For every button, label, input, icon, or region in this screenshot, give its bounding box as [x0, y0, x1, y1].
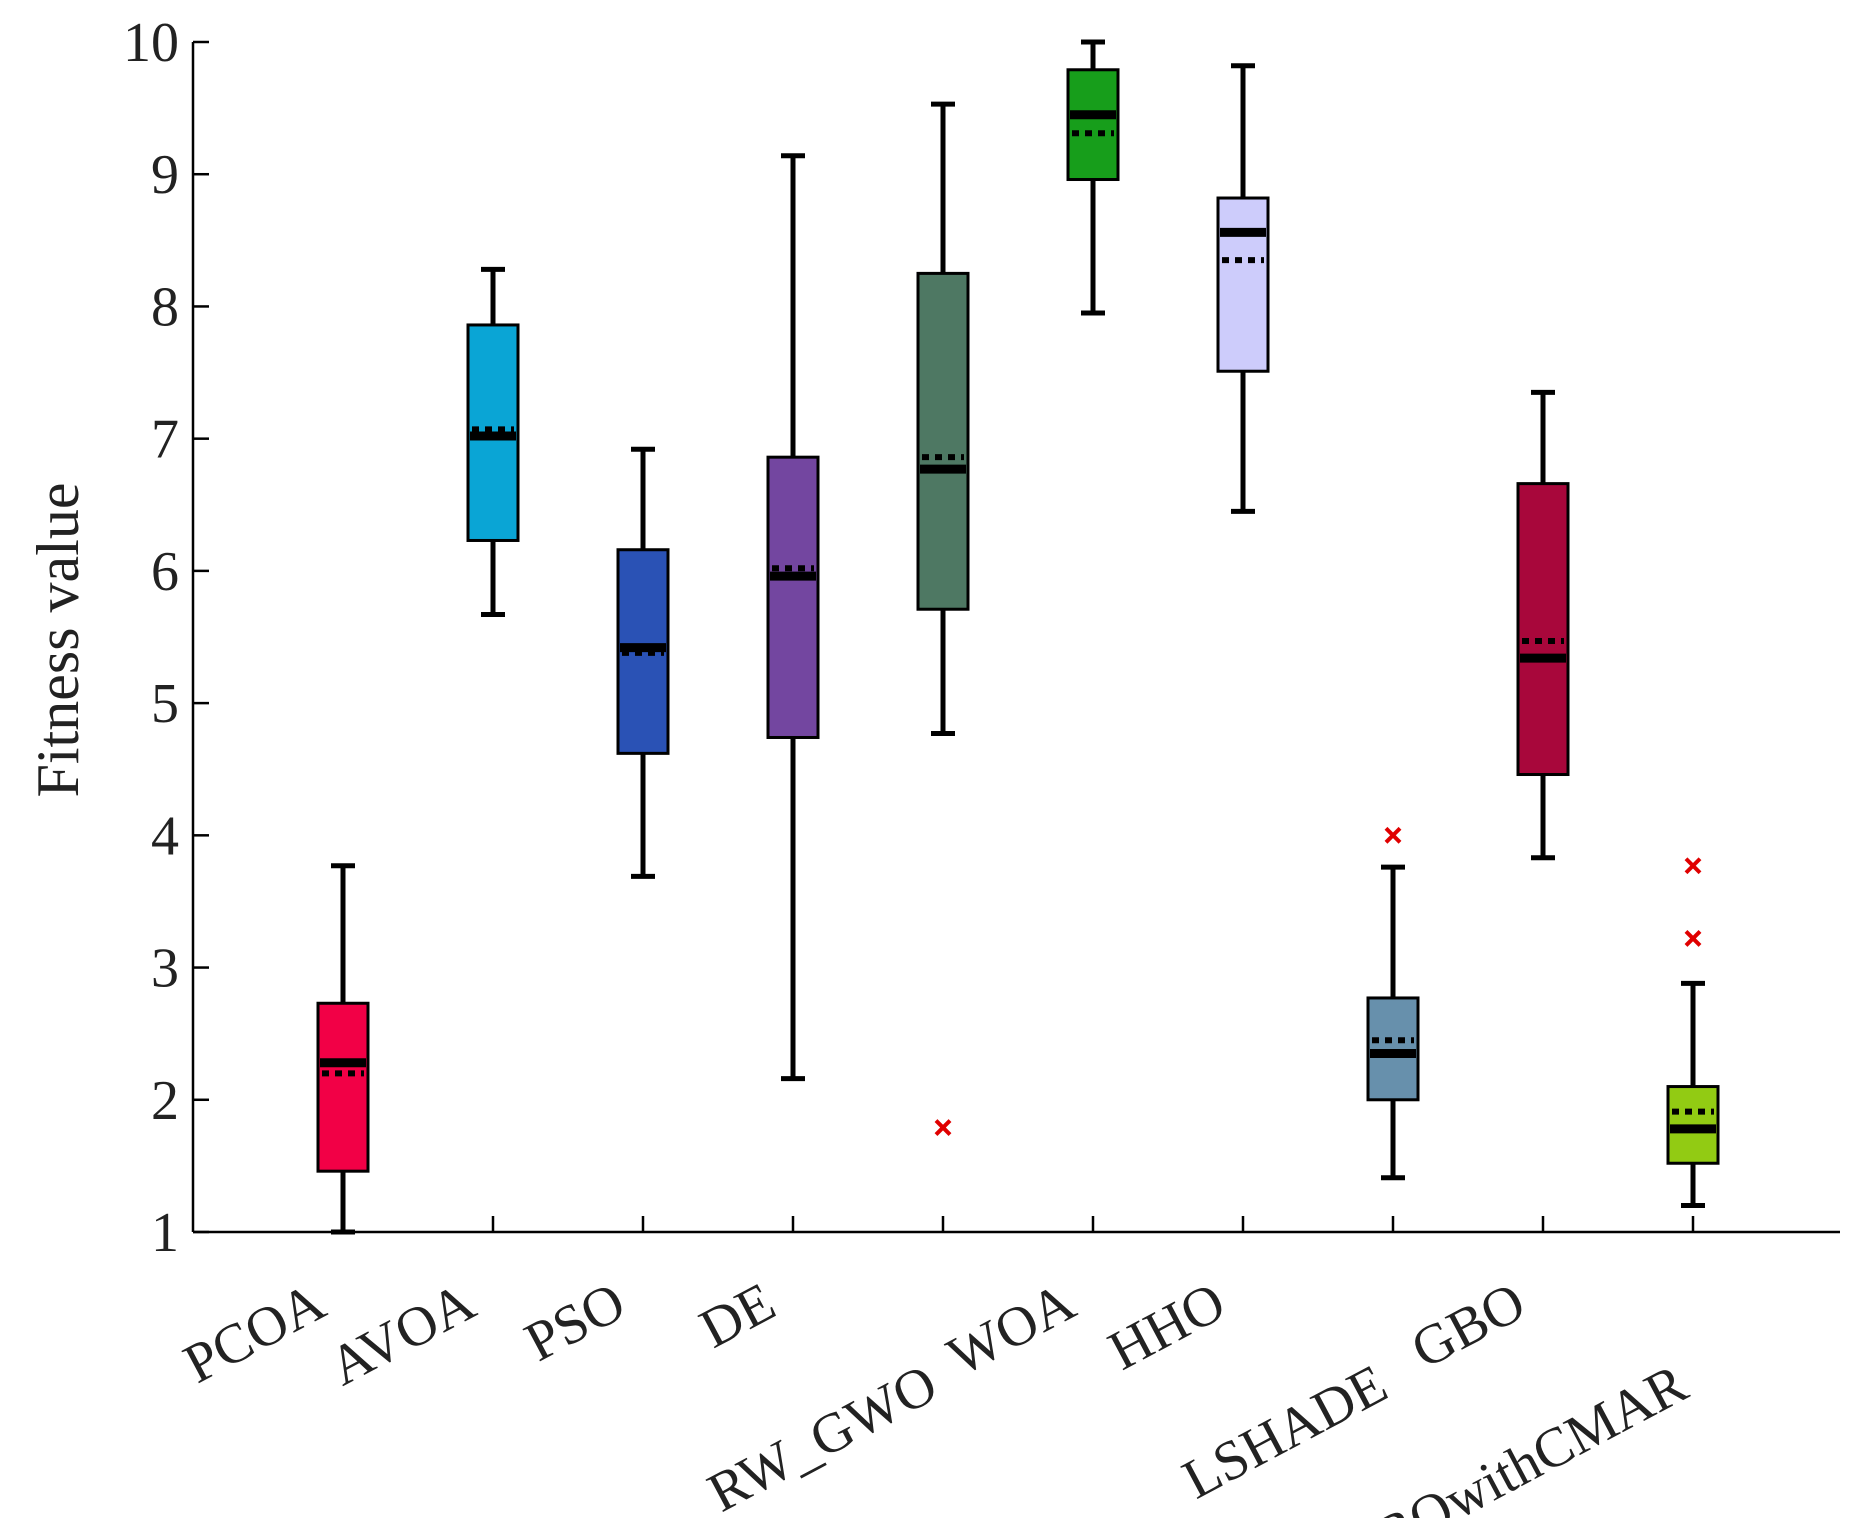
y-tick-label: 3 — [151, 938, 179, 1000]
outlier-marker — [1384, 826, 1402, 844]
y-tick-label: 9 — [151, 144, 179, 206]
iqr-box — [766, 455, 820, 739]
outlier-marker — [1684, 930, 1702, 947]
x-tick-label: GBO — [1402, 1271, 1536, 1381]
x-tick-label: AVOA — [320, 1270, 486, 1398]
plot-area — [316, 39, 1720, 1235]
box-group-pcoa — [316, 863, 370, 1235]
box-group-lshade — [1366, 826, 1420, 1181]
iqr-box — [1216, 196, 1270, 373]
y-tick-label: 7 — [151, 409, 179, 471]
x-tick-label: PSO — [515, 1271, 635, 1374]
outlier-stroke — [1684, 857, 1702, 875]
y-axis-label: Fitness value — [25, 483, 91, 798]
y-tick-label: 5 — [151, 673, 179, 735]
box-group-avoa — [466, 266, 520, 618]
outlier-stroke — [1684, 930, 1702, 947]
y-tick-label: 2 — [151, 1070, 179, 1132]
iqr-box — [316, 1001, 370, 1173]
y-tick-label: 1 — [151, 1202, 179, 1264]
iqr-box — [916, 271, 970, 611]
outlier-stroke — [934, 1119, 952, 1136]
x-tick-label: WOA — [938, 1270, 1086, 1388]
box-group-pso — [616, 446, 670, 879]
box-group-rw-gwo — [916, 101, 970, 1136]
outlier-marker — [934, 1119, 952, 1136]
box-group-ebowithcmar — [1666, 857, 1720, 1209]
box-group-gbo — [1516, 389, 1570, 861]
x-tick-label: EBOwithCMAR — [1336, 1352, 1698, 1518]
outlier-stroke — [1384, 826, 1402, 844]
x-tick-label: LSHADE — [1173, 1353, 1397, 1511]
box-group-hho — [1216, 63, 1270, 514]
y-tick-label: 6 — [151, 541, 179, 603]
x-tick-label: DE — [690, 1271, 785, 1361]
iqr-box — [1366, 996, 1420, 1102]
x-tick-label: RW_GWO — [698, 1353, 947, 1518]
y-axis: 1 2 3 4 5 6 7 8 9 10 — [123, 12, 209, 1264]
y-tick-label: 8 — [151, 276, 179, 338]
iqr-box — [1516, 482, 1570, 777]
box-group-woa — [1066, 39, 1120, 316]
y-tick-label: 4 — [151, 805, 179, 867]
x-tick-label: PCOA — [174, 1270, 335, 1395]
box-group-de — [766, 153, 820, 1082]
y-tick-label: 10 — [123, 12, 179, 74]
outlier-marker — [1684, 857, 1702, 875]
iqr-box — [1066, 68, 1120, 182]
x-tick-label: HHO — [1099, 1271, 1235, 1383]
